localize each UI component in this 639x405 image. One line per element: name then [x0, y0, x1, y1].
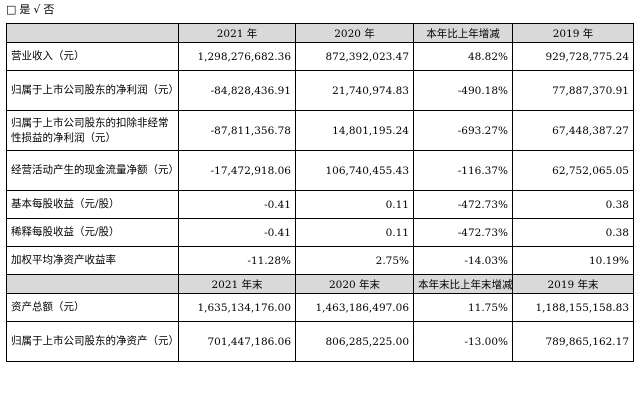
header-cell	[6, 274, 179, 294]
table-cell: 48.82%	[413, 42, 513, 71]
check-icon: √	[33, 3, 41, 16]
table-cell: -87,811,356.78	[178, 110, 296, 151]
header-cell: 本年比上年增减	[413, 23, 513, 43]
table-cell: -116.37%	[413, 150, 513, 191]
row-label: 归属于上市公司股东的扣除非经常性损益的净利润（元）	[6, 110, 179, 151]
table-cell: -472.73%	[413, 218, 513, 247]
table-cell: -0.41	[178, 218, 296, 247]
checkbox-empty-icon: □	[6, 3, 17, 16]
table-cell: 0.11	[295, 190, 414, 219]
table-cell: 1,188,155,158.83	[512, 293, 634, 322]
header-cell: 2020 年末	[295, 274, 414, 294]
table-cell: -0.41	[178, 190, 296, 219]
table-row: 加权平均净资产收益率 -11.28% 2.75% -14.03% 10.19%	[6, 246, 634, 275]
header-cell: 2019 年	[512, 23, 634, 43]
table-row: 营业收入（元） 1,298,276,682.36 872,392,023.47 …	[6, 42, 634, 71]
table-cell: 806,285,225.00	[295, 321, 414, 362]
yes-label: 是	[19, 3, 31, 16]
table-cell: 929,728,775.24	[512, 42, 634, 71]
header-cell	[6, 23, 179, 43]
row-label: 稀释每股收益（元/股）	[6, 218, 179, 247]
header-cell: 2019 年末	[512, 274, 634, 294]
table-cell: -13.00%	[413, 321, 513, 362]
table-cell: 62,752,065.05	[512, 150, 634, 191]
table-cell: 106,740,455.43	[295, 150, 414, 191]
header-cell: 2021 年	[178, 23, 296, 43]
table-row: 归属于上市公司股东的净利润（元） -84,828,436.91 21,740,9…	[6, 70, 634, 111]
row-label: 归属于上市公司股东的净资产（元）	[6, 321, 179, 362]
table-cell: -11.28%	[178, 246, 296, 275]
table-cell: -17,472,918.06	[178, 150, 296, 191]
table-cell: 789,865,162.17	[512, 321, 634, 362]
row-label: 基本每股收益（元/股）	[6, 190, 179, 219]
table-header-row: 2021 年 2020 年 本年比上年增减 2019 年	[6, 23, 634, 43]
table-cell: 10.19%	[512, 246, 634, 275]
header-cell: 2021 年末	[178, 274, 296, 294]
no-label: 否	[43, 3, 55, 16]
restatement-line: □ 是 √ 否	[6, 3, 57, 17]
table-row: 归属于上市公司股东的净资产（元） 701,447,186.06 806,285,…	[6, 321, 634, 362]
table-row: 基本每股收益（元/股） -0.41 0.11 -472.73% 0.38	[6, 190, 634, 219]
header-cell: 2020 年	[295, 23, 414, 43]
table-row: 资产总额（元） 1,635,134,176.00 1,463,186,497.0…	[6, 293, 634, 322]
table-cell: 0.38	[512, 218, 634, 247]
row-label: 加权平均净资产收益率	[6, 246, 179, 275]
table-cell: 701,447,186.06	[178, 321, 296, 362]
table-cell: 2.75%	[295, 246, 414, 275]
row-label: 营业收入（元）	[6, 42, 179, 71]
table-row: 稀释每股收益（元/股） -0.41 0.11 -472.73% 0.38	[6, 218, 634, 247]
table-cell: -472.73%	[413, 190, 513, 219]
row-label: 经营活动产生的现金流量净额（元）	[6, 150, 179, 191]
table-cell: 0.11	[295, 218, 414, 247]
table-cell: -84,828,436.91	[178, 70, 296, 111]
table-cell: 0.38	[512, 190, 634, 219]
header-cell: 本年末比上年末增减	[413, 274, 513, 294]
table-cell: 14,801,195.24	[295, 110, 414, 151]
table-cell: 1,635,134,176.00	[178, 293, 296, 322]
table-cell: 1,298,276,682.36	[178, 42, 296, 71]
table-cell: 1,463,186,497.06	[295, 293, 414, 322]
table-row: 归属于上市公司股东的扣除非经常性损益的净利润（元） -87,811,356.78…	[6, 110, 634, 151]
row-label: 资产总额（元）	[6, 293, 179, 322]
table-header-row: 2021 年末 2020 年末 本年末比上年末增减 2019 年末	[6, 274, 634, 294]
table-cell: 872,392,023.47	[295, 42, 414, 71]
table-cell: 11.75%	[413, 293, 513, 322]
table-cell: -693.27%	[413, 110, 513, 151]
table-cell: 67,448,387.27	[512, 110, 634, 151]
row-label: 归属于上市公司股东的净利润（元）	[6, 70, 179, 111]
table-cell: -490.18%	[413, 70, 513, 111]
table-cell: 21,740,974.83	[295, 70, 414, 111]
table-cell: -14.03%	[413, 246, 513, 275]
financial-table: 2021 年 2020 年 本年比上年增减 2019 年 营业收入（元） 1,2…	[6, 23, 634, 362]
table-cell: 77,887,370.91	[512, 70, 634, 111]
table-row: 经营活动产生的现金流量净额（元） -17,472,918.06 106,740,…	[6, 150, 634, 191]
